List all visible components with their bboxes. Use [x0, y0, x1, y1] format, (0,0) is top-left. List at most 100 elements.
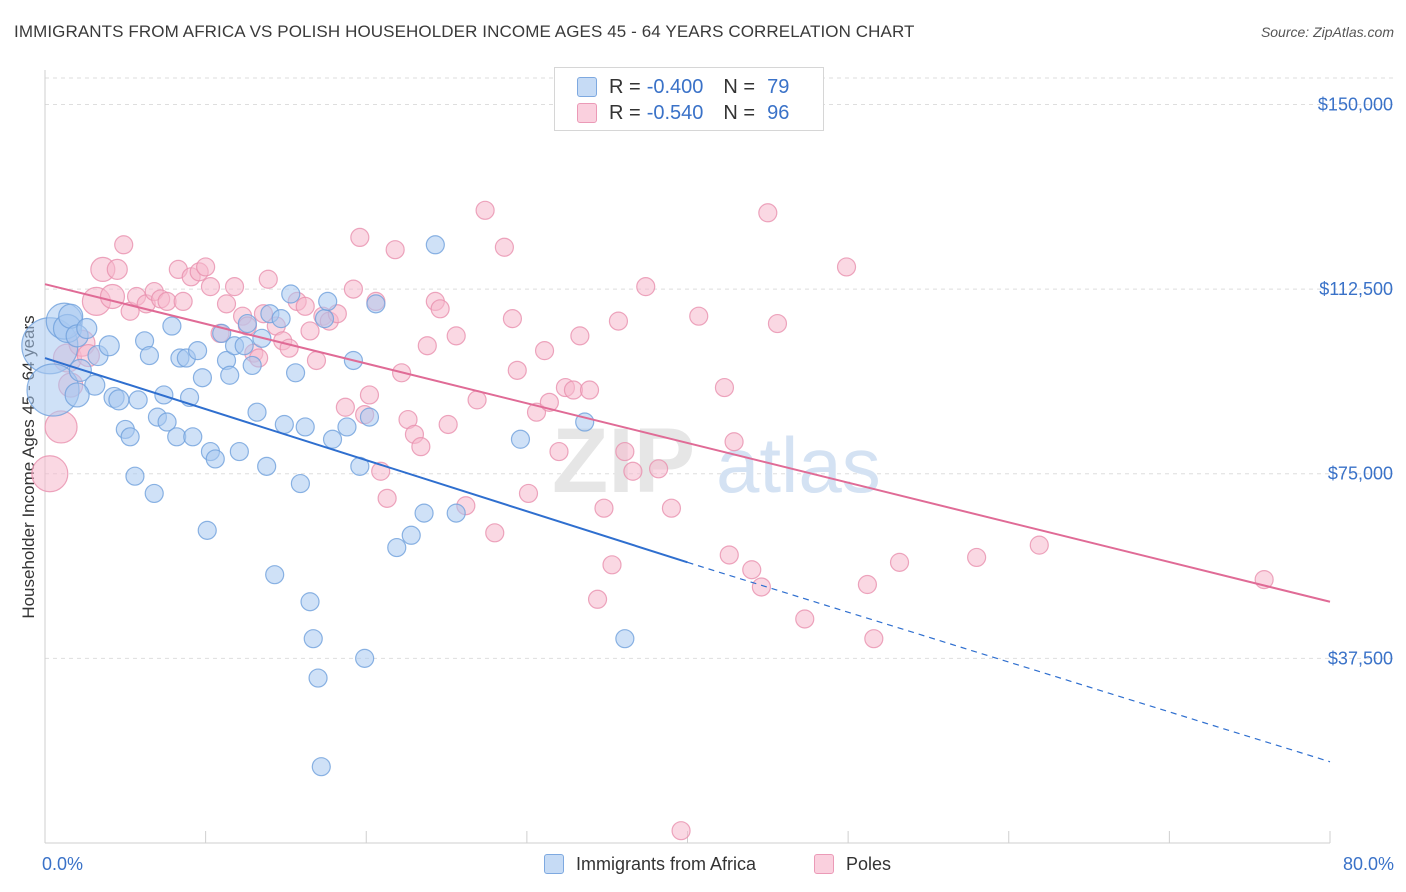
legend-r-label: R = [609, 75, 641, 98]
point-poles [671, 821, 691, 841]
point-poles [99, 283, 126, 310]
point-africa [187, 341, 208, 361]
point-poles [594, 498, 614, 518]
point-africa [355, 648, 375, 668]
point-africa [575, 412, 595, 432]
trend-line-africa-extension [687, 561, 1331, 763]
point-poles [343, 279, 363, 299]
point-poles [758, 203, 778, 223]
legend-swatch-africa [577, 77, 597, 97]
legend-r-value: -0.540 [646, 101, 704, 124]
legend-swatch-poles [577, 103, 597, 123]
trend-lines [44, 283, 1331, 763]
point-poles [608, 311, 629, 331]
y-tick-label: $75,000 [1328, 464, 1393, 484]
point-poles [719, 545, 739, 565]
point-africa [144, 483, 164, 504]
point-africa [237, 313, 257, 334]
bottom-legend-swatch-africa [544, 854, 564, 874]
point-africa [271, 309, 291, 329]
point-africa [290, 473, 310, 494]
point-poles [502, 309, 523, 329]
point-poles [216, 294, 237, 314]
point-poles [751, 577, 771, 597]
point-poles [836, 257, 857, 277]
legend-row-africa: R = -0.400 N = 79 [577, 75, 789, 99]
point-africa [257, 456, 277, 476]
point-africa [425, 235, 445, 255]
point-poles [377, 488, 397, 508]
point-africa [265, 565, 285, 585]
point-africa [197, 520, 217, 540]
point-africa [414, 503, 434, 523]
point-poles [1029, 535, 1049, 555]
point-poles [615, 441, 635, 462]
point-poles [579, 380, 600, 400]
point-africa [366, 294, 386, 314]
point-poles [157, 291, 177, 312]
point-poles [570, 326, 590, 346]
legend-n-label: N = [723, 101, 756, 124]
point-africa [234, 336, 254, 356]
point-africa [128, 390, 148, 410]
point-africa [98, 335, 120, 357]
y-tick-label: $150,000 [1318, 94, 1393, 114]
point-africa [125, 466, 145, 486]
point-poles [485, 523, 505, 543]
point-poles [714, 377, 735, 398]
point-poles [967, 547, 987, 568]
point-africa [285, 363, 306, 383]
point-poles [623, 461, 643, 481]
point-poles [507, 360, 527, 380]
point-poles [385, 240, 405, 260]
point-poles [602, 555, 622, 575]
point-poles [795, 609, 815, 629]
bottom-legend-label-africa: Immigrants from Africa [576, 853, 757, 874]
point-poles [411, 437, 431, 457]
point-africa [167, 427, 187, 447]
point-africa [318, 291, 338, 312]
point-africa [615, 629, 635, 649]
point-poles [857, 574, 878, 595]
watermark: ZIP atlas [552, 410, 881, 512]
point-africa [108, 389, 130, 411]
point-poles [430, 299, 450, 319]
point-africa [401, 525, 421, 545]
point-poles [534, 341, 555, 361]
point-poles [438, 414, 458, 435]
point-africa [139, 345, 160, 366]
point-poles [224, 277, 245, 297]
point-poles [689, 306, 709, 326]
point-poles [636, 277, 656, 297]
bottom-legend-label-poles: Poles [846, 853, 892, 874]
point-africa [295, 417, 315, 437]
point-poles [114, 235, 134, 255]
point-africa [242, 355, 262, 376]
point-poles [106, 258, 128, 281]
point-africa [64, 382, 90, 408]
series-africa-points [21, 235, 635, 777]
point-poles [889, 552, 910, 572]
point-poles [864, 629, 884, 649]
tick-labels: $37,500 $75,000 $112,500 $150,000 0.0% 80.0% [42, 94, 1394, 874]
chart-title: IMMIGRANTS FROM AFRICA VS POLISH HOUSEHO… [14, 22, 915, 41]
point-poles [300, 321, 320, 341]
legend-n-value: 79 [767, 75, 790, 98]
point-africa [220, 365, 240, 385]
bottom-legend-swatch-poles [814, 854, 834, 874]
point-africa [229, 441, 249, 462]
legend-r-label: R = [609, 101, 641, 124]
point-africa [162, 316, 182, 336]
y-tick-label: $112,500 [1319, 279, 1393, 299]
point-poles [549, 441, 569, 462]
bottom-legend-africa: Immigrants from Africa [544, 851, 756, 877]
point-africa [68, 358, 92, 382]
point-poles [767, 313, 788, 334]
point-africa [76, 317, 98, 340]
point-poles [724, 432, 744, 452]
point-africa [446, 503, 466, 523]
point-africa [192, 368, 213, 388]
series-poles-points [31, 200, 1274, 841]
point-poles [196, 257, 216, 277]
